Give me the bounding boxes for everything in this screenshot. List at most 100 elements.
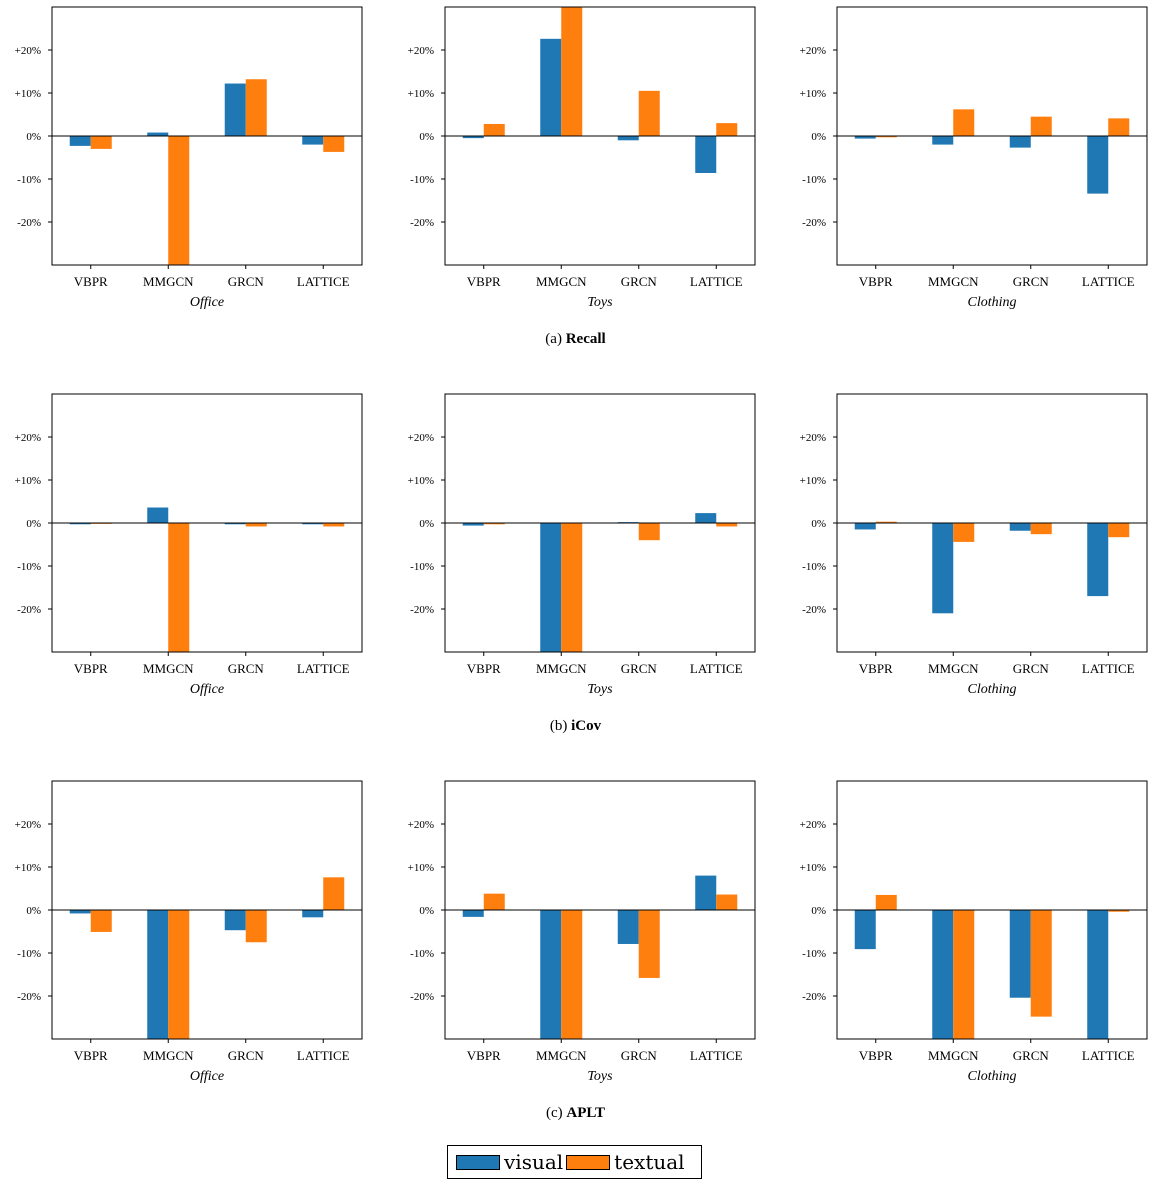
bar-visual-mmgcn — [147, 507, 169, 523]
bar-textual-grcn — [245, 910, 267, 943]
bar-visual-lattice — [302, 523, 324, 525]
bar-textual-vbpr — [90, 910, 112, 932]
bar-textual-lattice — [323, 136, 345, 152]
bar-visual-vbpr — [69, 910, 91, 914]
bar-visual-vbpr — [854, 136, 876, 139]
x-tick-label: GRCN — [228, 274, 265, 289]
bar-textual-grcn — [638, 910, 660, 978]
bar-visual-grcn — [224, 523, 246, 525]
x-tick-label: GRCN — [621, 1048, 658, 1063]
y-tick-label: +20% — [15, 45, 41, 57]
y-tick-label: +10% — [800, 862, 826, 874]
y-tick-label: -10% — [410, 948, 434, 960]
dataset-label: Toys — [587, 295, 613, 310]
caption-aplt: (c) APLT — [0, 1105, 1151, 1122]
legend-swatch-textual — [566, 1154, 611, 1170]
y-tick-label: 0% — [26, 905, 41, 917]
bar-visual-mmgcn — [540, 910, 562, 1039]
dataset-label: Clothing — [967, 295, 1016, 310]
caption-label: (a) — [545, 331, 562, 347]
bar-textual-mmgcn — [168, 136, 190, 265]
caption-icov: (b) iCov — [0, 718, 1151, 735]
bar-textual-grcn — [1030, 523, 1052, 535]
caption-label: (b) — [549, 718, 568, 734]
x-tick-label: MMGCN — [143, 274, 194, 289]
x-tick-label: GRCN — [228, 661, 265, 676]
bar-textual-lattice — [1108, 523, 1130, 538]
bar-textual-vbpr — [875, 894, 897, 910]
y-tick-label: +20% — [408, 819, 434, 831]
y-tick-label: 0% — [811, 518, 826, 530]
y-tick-label: -20% — [410, 991, 434, 1003]
bar-textual-lattice — [716, 123, 738, 136]
x-tick-label: GRCN — [1013, 1048, 1050, 1063]
chart-aplt-toys: +20% +10% 0% -10% -20% VBPR MMGCN GRCN LATTICE To… — [408, 780, 756, 1084]
x-tick-label: LATTICE — [297, 1048, 350, 1063]
bar-textual-mmgcn — [168, 523, 190, 652]
bar-textual-grcn — [1030, 910, 1052, 1017]
x-tick-label: MMGCN — [928, 1048, 979, 1063]
x-tick-label: LATTICE — [690, 661, 743, 676]
y-tick-label: +20% — [15, 432, 41, 444]
bar-visual-mmgcn — [932, 910, 954, 1039]
y-tick-label: +10% — [408, 475, 434, 487]
bar-textual-lattice — [323, 523, 345, 527]
y-tick-label: 0% — [419, 905, 434, 917]
x-tick-label: MMGCN — [928, 274, 979, 289]
x-tick-label: MMGCN — [536, 274, 587, 289]
dataset-label: Office — [190, 295, 224, 310]
bar-textual-lattice — [716, 894, 738, 910]
bar-visual-grcn — [1009, 136, 1031, 148]
y-tick-label: -20% — [17, 604, 41, 616]
chart-recall-clothing: +20% +10% 0% -10% -20% VBPR MMGCN GRCN LATTICE Cl… — [800, 6, 1148, 310]
bar-textual-vbpr — [483, 123, 505, 136]
bar-textual-vbpr — [483, 523, 505, 525]
bar-textual-vbpr — [875, 521, 897, 523]
chart-aplt-clothing: +20% +10% 0% -10% -20% VBPR MMGCN GRCN LATTICE Cl… — [800, 780, 1148, 1084]
x-tick-label: VBPR — [74, 1048, 108, 1063]
dataset-label: Clothing — [967, 1069, 1016, 1084]
y-tick-label: -20% — [410, 217, 434, 229]
bar-visual-vbpr — [854, 523, 876, 530]
bar-visual-mmgcn — [147, 910, 169, 1039]
x-tick-label: GRCN — [1013, 661, 1050, 676]
legend: visual textual — [447, 1145, 702, 1179]
x-tick-label: LATTICE — [1082, 661, 1135, 676]
bar-visual-mmgcn — [147, 132, 169, 136]
chart-icov-toys: +20% +10% 0% -10% -20% VBPR MMGCN GRCN LATTICE To… — [408, 393, 756, 697]
y-tick-label: -10% — [410, 174, 434, 186]
y-tick-label: +10% — [15, 862, 41, 874]
caption-metric: APLT — [566, 1105, 606, 1121]
y-tick-label: -10% — [802, 948, 826, 960]
caption-metric: iCov — [571, 718, 602, 734]
bar-visual-lattice — [695, 513, 717, 523]
x-tick-label: VBPR — [859, 274, 893, 289]
bar-visual-lattice — [302, 136, 324, 145]
x-tick-label: VBPR — [74, 274, 108, 289]
y-tick-label: +20% — [800, 45, 826, 57]
y-tick-label: -20% — [17, 991, 41, 1003]
bar-visual-grcn — [224, 910, 246, 931]
bar-visual-vbpr — [462, 523, 484, 526]
y-tick-label: +10% — [800, 88, 826, 100]
bar-visual-grcn — [224, 83, 246, 136]
y-tick-label: -10% — [17, 948, 41, 960]
chart-icov-clothing: +20% +10% 0% -10% -20% VBPR MMGCN GRCN LATTICE Cl… — [800, 393, 1148, 697]
x-tick-label: GRCN — [621, 661, 658, 676]
x-tick-label: VBPR — [859, 661, 893, 676]
y-tick-label: +10% — [800, 475, 826, 487]
y-tick-label: +10% — [15, 88, 41, 100]
y-tick-label: -10% — [17, 174, 41, 186]
bar-textual-vbpr — [875, 136, 897, 138]
bar-visual-lattice — [302, 910, 324, 918]
bar-visual-grcn — [617, 136, 639, 141]
y-tick-label: -10% — [17, 561, 41, 573]
x-tick-label: LATTICE — [297, 661, 350, 676]
bar-visual-grcn — [617, 910, 639, 944]
y-tick-label: -20% — [17, 217, 41, 229]
caption-label: (c) — [545, 1105, 563, 1121]
y-tick-label: -10% — [410, 561, 434, 573]
bar-visual-lattice — [1087, 136, 1109, 194]
y-tick-label: 0% — [419, 131, 434, 143]
bar-textual-grcn — [1030, 116, 1052, 136]
